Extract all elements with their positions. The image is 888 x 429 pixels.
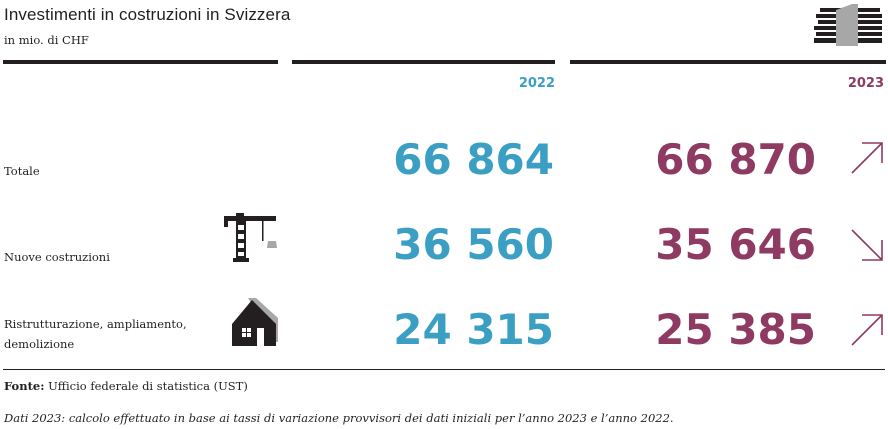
value-2022-totale: 66 864 (393, 135, 554, 184)
header-rule-2022 (292, 60, 555, 64)
source-line: Fonte: Ufficio federale di statistica (U… (4, 379, 248, 393)
footer-rule (3, 369, 885, 370)
column-header-2022: 2022 (518, 76, 555, 91)
value-2022-ristrutturazione: 24 315 (393, 305, 554, 354)
row-label-ristrutturazione: Ristrutturazione, ampliamento, demolizio… (4, 314, 194, 354)
value-2023-ristrutturazione: 25 385 (655, 305, 816, 354)
column-header-2023: 2023 (847, 76, 884, 91)
row-label-nuove-costruzioni: Nuove costruzioni (4, 250, 110, 264)
value-2022-nuove-costruzioni: 36 560 (393, 220, 554, 269)
value-2023-totale: 66 870 (655, 135, 816, 184)
arrow-up-right-icon (851, 314, 883, 346)
chart-title: Investimenti in costruzioni in Svizzera (4, 5, 291, 24)
value-2023-nuove-costruzioni: 35 646 (655, 220, 816, 269)
house-icon (232, 298, 278, 346)
header-rule-left (3, 60, 278, 64)
footnote: Dati 2023: calcolo effettuato in base ai… (4, 411, 674, 425)
source-text: Ufficio federale di statistica (UST) (48, 379, 248, 393)
banknote-stack-icon (814, 4, 882, 46)
arrow-down-right-icon (851, 229, 883, 261)
source-label: Fonte: (4, 379, 45, 393)
chart-subtitle: in mio. di CHF (4, 33, 89, 47)
arrow-up-right-icon (851, 142, 883, 174)
row-label-line: Ristrutturazione, ampliamento, demolizio… (4, 317, 187, 351)
crane-icon (224, 213, 277, 262)
row-label-totale: Totale (4, 164, 40, 178)
header-rule-2023 (570, 60, 886, 64)
